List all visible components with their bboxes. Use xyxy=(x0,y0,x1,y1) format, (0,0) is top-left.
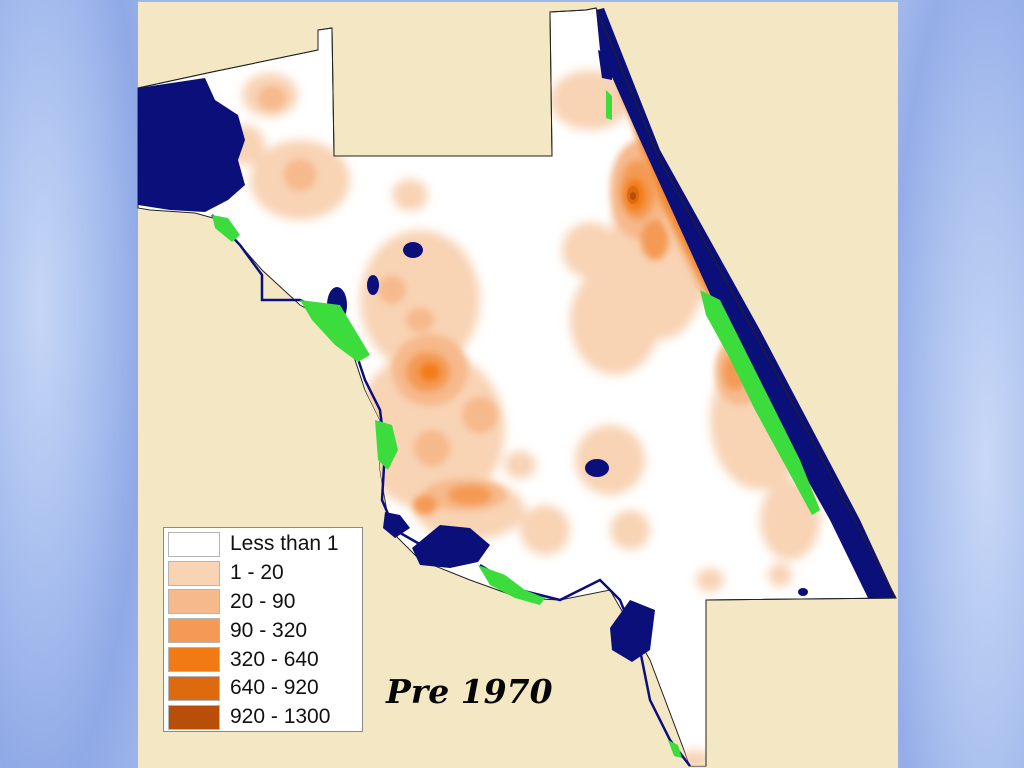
legend-label: Less than 1 xyxy=(230,532,339,556)
legend-swatch xyxy=(168,560,220,586)
legend-row: 640 - 920 xyxy=(168,674,358,703)
legend-swatch xyxy=(168,589,220,615)
density-level-6-patches xyxy=(630,192,636,200)
southern-lake xyxy=(412,525,490,568)
western-lake xyxy=(138,78,245,212)
legend-label: 640 - 920 xyxy=(230,676,319,700)
legend-row: 920 - 1300 xyxy=(168,703,358,732)
legend-row: 90 - 320 xyxy=(168,616,358,645)
wetlands xyxy=(212,90,820,758)
legend-swatch xyxy=(168,647,220,673)
legend-label: 20 - 90 xyxy=(230,589,296,613)
legend-label: 90 - 320 xyxy=(230,618,308,642)
background-right-panel xyxy=(898,0,1024,768)
legend-label: 1 - 20 xyxy=(230,561,284,585)
legend-swatch xyxy=(168,618,220,644)
coastal-lagoon xyxy=(596,8,896,598)
legend-swatch xyxy=(168,531,220,557)
legend-row: Less than 1 xyxy=(168,530,358,559)
map-legend: Less than 1 1 - 20 20 - 90 90 - 320 320 … xyxy=(163,527,363,732)
water-bodies xyxy=(138,8,896,662)
background-left-panel xyxy=(0,0,138,768)
county-boundary xyxy=(137,7,897,766)
legend-row: 20 - 90 xyxy=(168,588,358,617)
lagoon-inner-strip xyxy=(598,50,612,80)
legend-swatch xyxy=(168,704,220,730)
legend-row: 1 - 20 xyxy=(168,559,358,588)
legend-row: 320 - 640 xyxy=(168,645,358,674)
map-period-title: Pre 1970 xyxy=(386,672,553,711)
legend-swatch xyxy=(168,675,220,701)
legend-label: 920 - 1300 xyxy=(230,705,331,729)
legend-label: 320 - 640 xyxy=(230,647,319,671)
